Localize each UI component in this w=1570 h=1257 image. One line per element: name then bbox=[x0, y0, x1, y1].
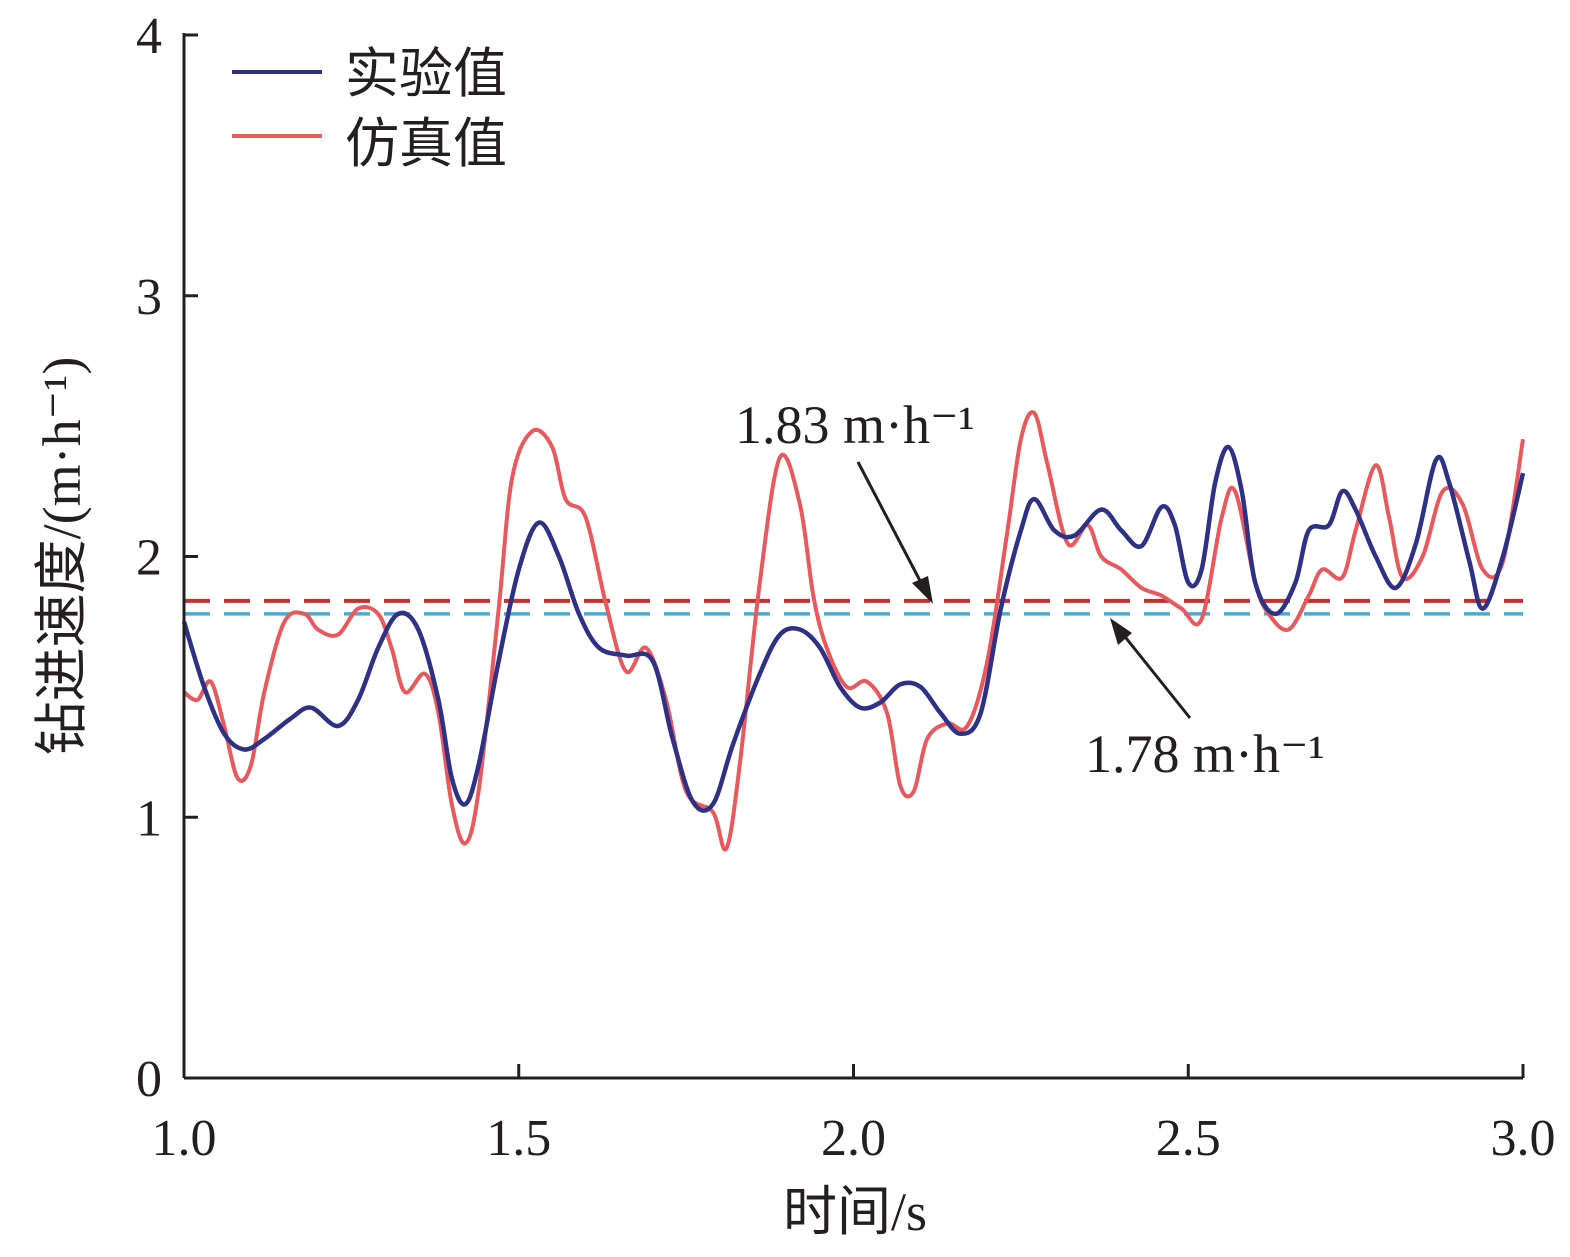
x-tick-label: 1.0 bbox=[152, 1110, 217, 1167]
y-tick-label: 2 bbox=[136, 530, 162, 587]
x-tick-label: 3.0 bbox=[1491, 1110, 1556, 1167]
x-tick-label: 1.5 bbox=[486, 1110, 551, 1167]
series-line-simulated bbox=[182, 410, 1525, 852]
y-tick-label: 4 bbox=[136, 8, 162, 65]
legend-label-experimental: 实验值 bbox=[345, 44, 507, 104]
x-tick-label: 2.0 bbox=[821, 1110, 886, 1167]
annotation-label-1-78: 1.78 m·h⁻¹ bbox=[1085, 724, 1325, 784]
y-axis-title: 钻进速度/(m·h⁻¹) bbox=[32, 357, 92, 756]
x-tick-label: 2.5 bbox=[1156, 1110, 1221, 1167]
annotation-arrow-1-78 bbox=[1116, 627, 1192, 719]
y-tick-label: 1 bbox=[136, 790, 162, 847]
annotation-arrowhead-1-83 bbox=[912, 576, 933, 604]
y-tick-label: 3 bbox=[136, 269, 162, 326]
y-axis-ticks: 0 1 2 3 4 bbox=[136, 8, 198, 1108]
legend: 实验值 仿真值 bbox=[232, 44, 507, 174]
y-tick-label: 0 bbox=[136, 1051, 162, 1108]
x-axis-title: 时间/s bbox=[783, 1182, 927, 1242]
x-axis-ticks: 1.0 1.5 2.0 2.5 3.0 bbox=[152, 1064, 1556, 1167]
annotation-arrow-1-83 bbox=[856, 461, 930, 597]
annotation-arrowhead-1-78 bbox=[1110, 618, 1132, 645]
legend-label-simulated: 仿真值 bbox=[345, 114, 507, 174]
series-line-experimental bbox=[181, 444, 1526, 813]
annotation-label-1-83: 1.83 m·h⁻¹ bbox=[735, 395, 975, 455]
